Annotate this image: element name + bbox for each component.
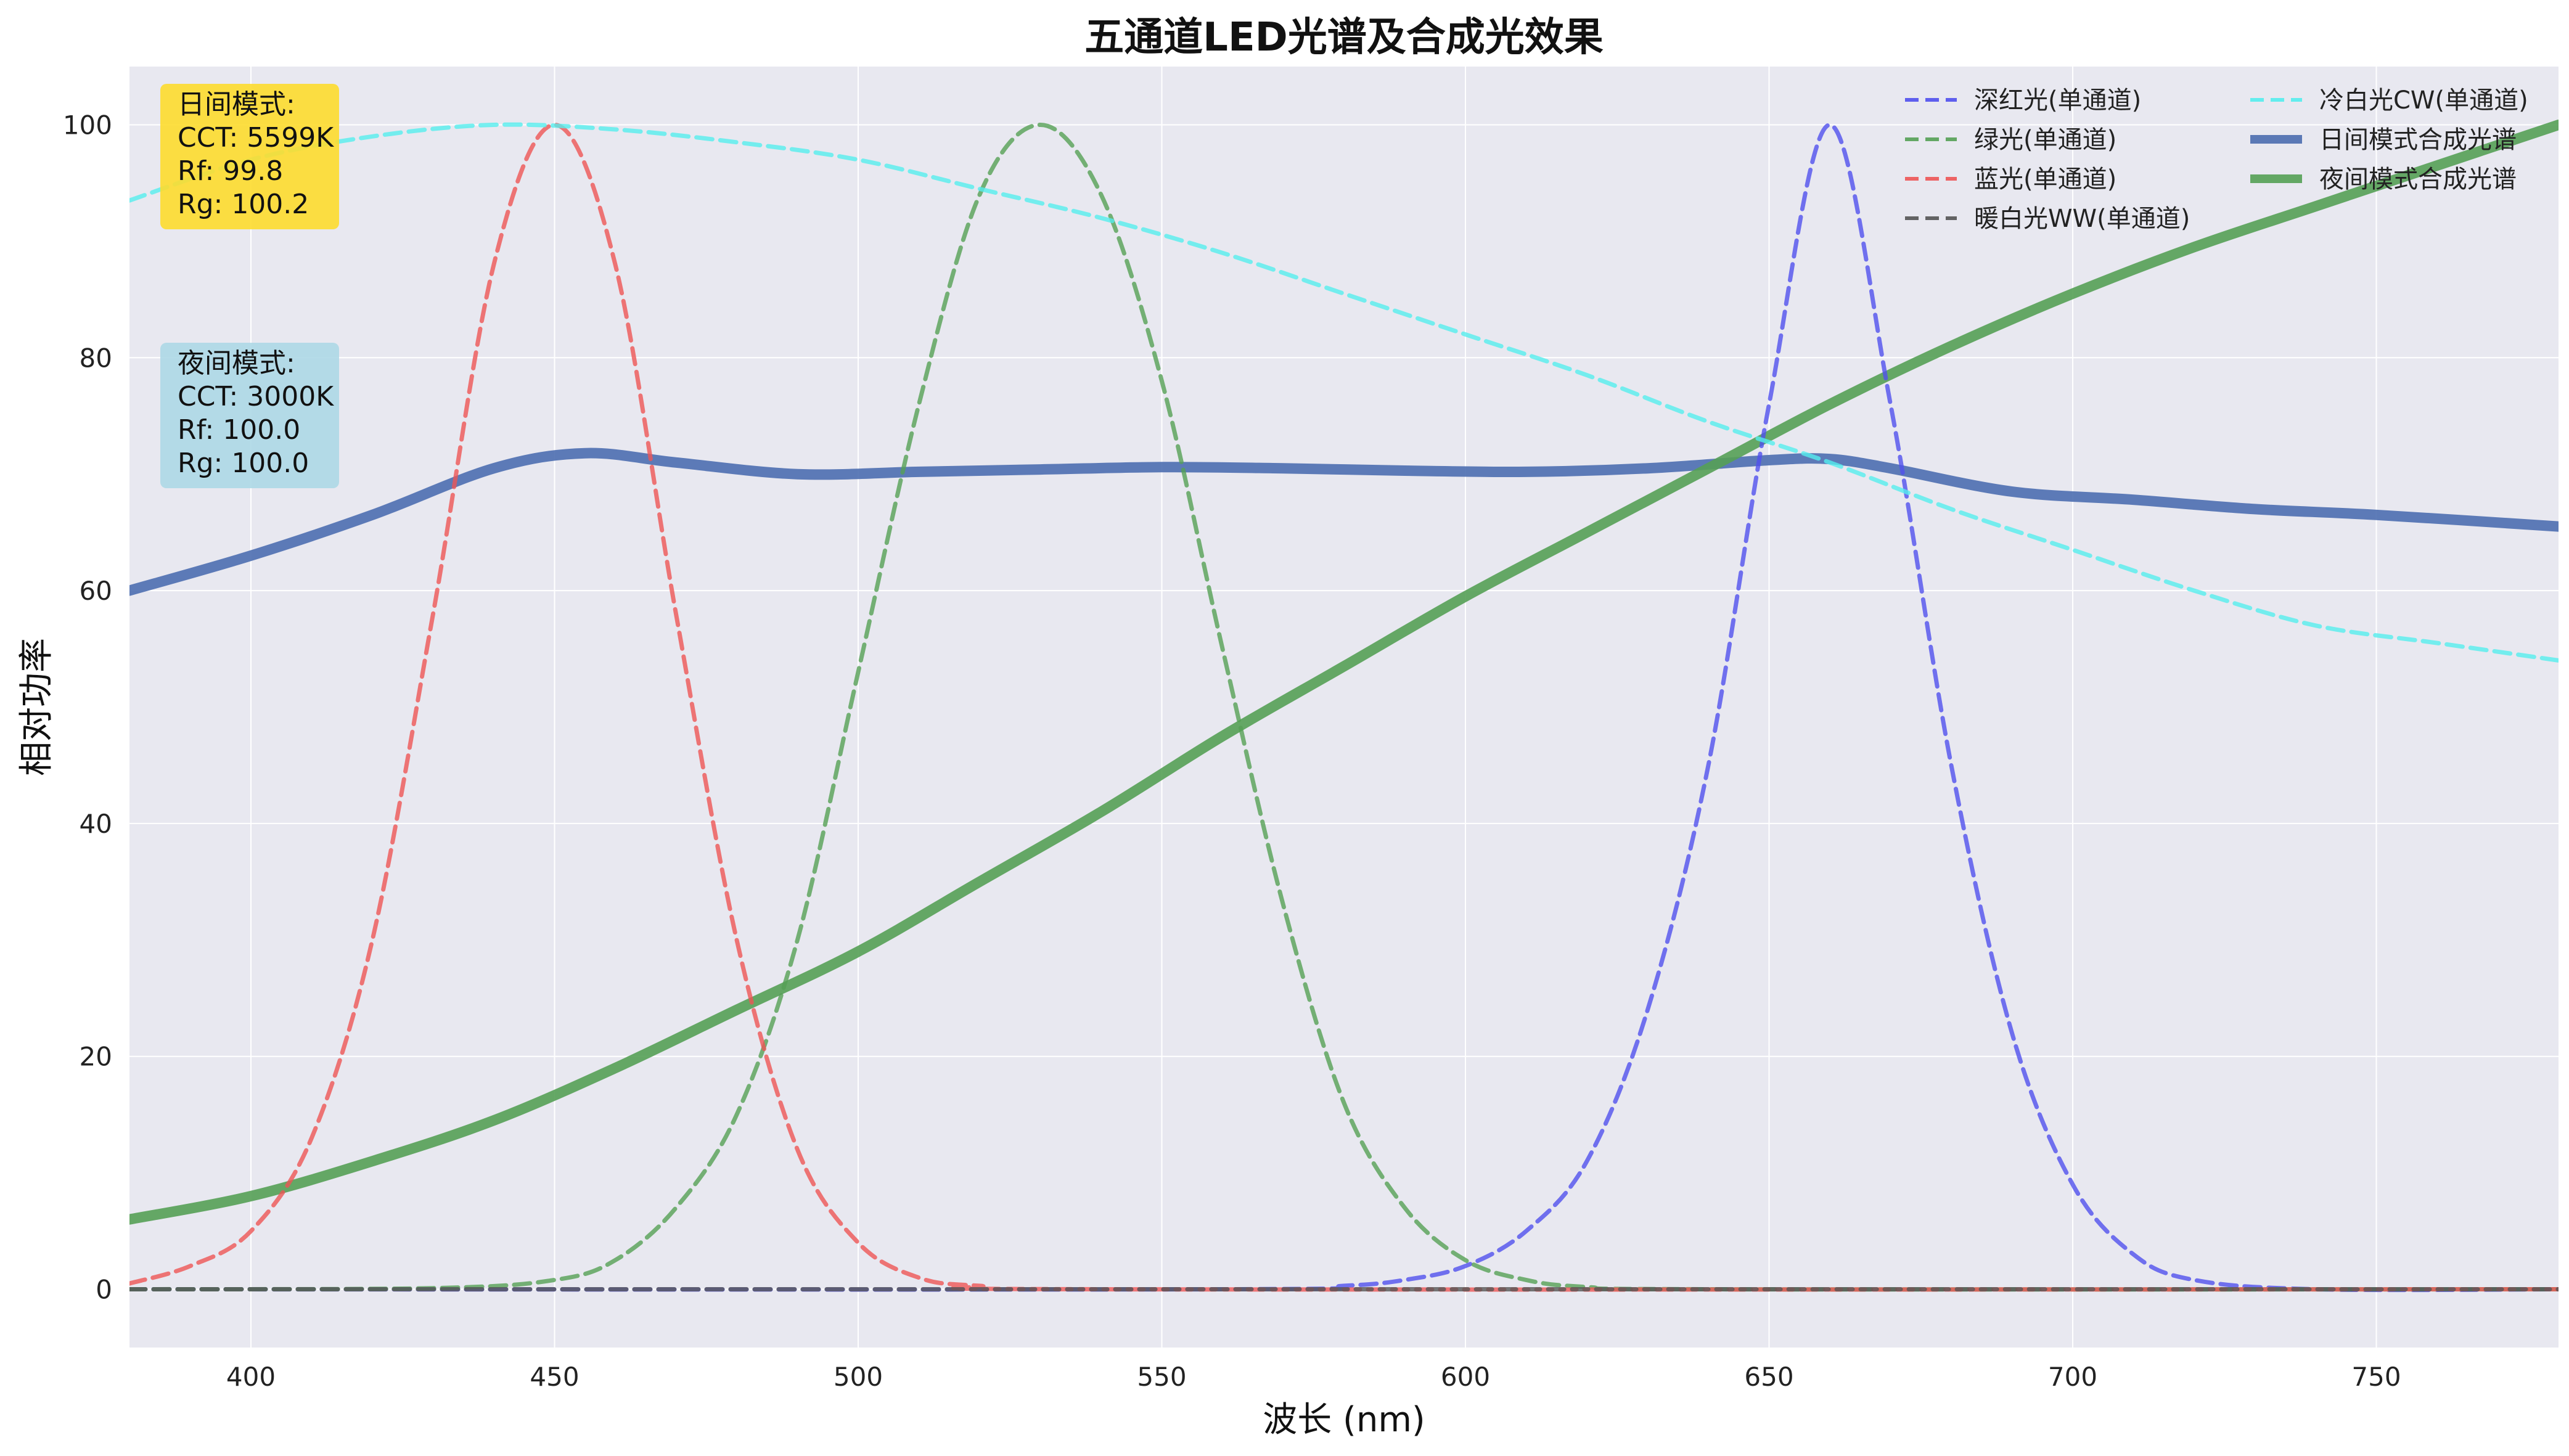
chart-title: 五通道LED光谱及合成光效果 <box>1084 15 1604 60</box>
annotation-bg <box>160 343 339 488</box>
x-tick-labels: 400 450 500 550 600 650 700 750 <box>226 1362 2401 1392</box>
series-1-line <box>129 123 2559 1293</box>
annotation-line: CCT: 3000K <box>178 381 334 412</box>
legend-label: 夜间模式合成光谱 <box>2319 165 2517 194</box>
legend-item: 蓝光(单通道) <box>1905 165 2116 194</box>
annotation-line: CCT: 5599K <box>178 122 334 153</box>
series-group <box>129 120 2559 1293</box>
x-tick-label: 600 <box>1441 1362 1490 1392</box>
series-6-line <box>129 448 2559 596</box>
legend-item: 夜间模式合成光谱 <box>2250 165 2517 194</box>
annotation-line: Rf: 100.0 <box>178 414 300 446</box>
legend-label: 深红光(单通道) <box>1974 86 2141 115</box>
series-7-line <box>129 120 2559 1225</box>
legend-label: 日间模式合成光谱 <box>2319 126 2517 154</box>
y-tick-labels: 0 20 40 60 80 100 <box>63 110 112 1304</box>
grid <box>129 67 2559 1348</box>
y-tick-label: 100 <box>63 110 112 140</box>
legend-item: 日间模式合成光谱 <box>2250 126 2517 154</box>
x-tick-label: 550 <box>1137 1362 1186 1392</box>
x-tick-label: 750 <box>2351 1362 2401 1392</box>
series-5-line <box>129 122 2559 663</box>
y-tick-label: 40 <box>80 809 112 839</box>
plot-area <box>129 67 2559 1348</box>
annotation-line: 日间模式: <box>178 89 295 120</box>
legend-label: 绿光(单通道) <box>1974 126 2116 154</box>
x-tick-label: 650 <box>1744 1362 1793 1392</box>
y-tick-label: 0 <box>96 1275 112 1305</box>
x-tick-label: 400 <box>226 1362 276 1392</box>
y-tick-label: 20 <box>80 1042 112 1072</box>
x-tick-label: 700 <box>2048 1362 2097 1392</box>
annotation-line: Rg: 100.0 <box>178 448 309 479</box>
series-2-line <box>129 123 2559 1292</box>
legend-label: 蓝光(单通道) <box>1974 165 2116 194</box>
y-axis-label: 相对功率 <box>17 638 57 776</box>
annotation-line: 夜间模式: <box>178 348 295 379</box>
y-tick-label: 80 <box>80 343 112 373</box>
legend-label: 暖白光WW(单通道) <box>1974 205 2190 233</box>
legend-item: 深红光(单通道) <box>1905 86 2141 115</box>
legend-item: 冷白光CW(单通道) <box>2250 86 2528 115</box>
y-tick-label: 60 <box>80 576 112 606</box>
x-axis-label: 波长 (nm) <box>1263 1400 1425 1440</box>
annotation-bg <box>160 84 339 229</box>
x-tick-label: 450 <box>530 1362 579 1392</box>
legend-label: 冷白光CW(单通道) <box>2319 86 2528 115</box>
legend: 深红光(单通道) 绿光(单通道) 蓝光(单通道) 暖白光WW(单通道) 冷白光CW(单通… <box>1905 86 2528 233</box>
annotation-line: Rg: 100.2 <box>178 189 309 220</box>
legend-item: 绿光(单通道) <box>1905 126 2116 154</box>
x-tick-label: 500 <box>834 1362 883 1392</box>
legend-item: 暖白光WW(单通道) <box>1905 205 2190 233</box>
annotation-line: Rf: 99.8 <box>178 155 283 187</box>
